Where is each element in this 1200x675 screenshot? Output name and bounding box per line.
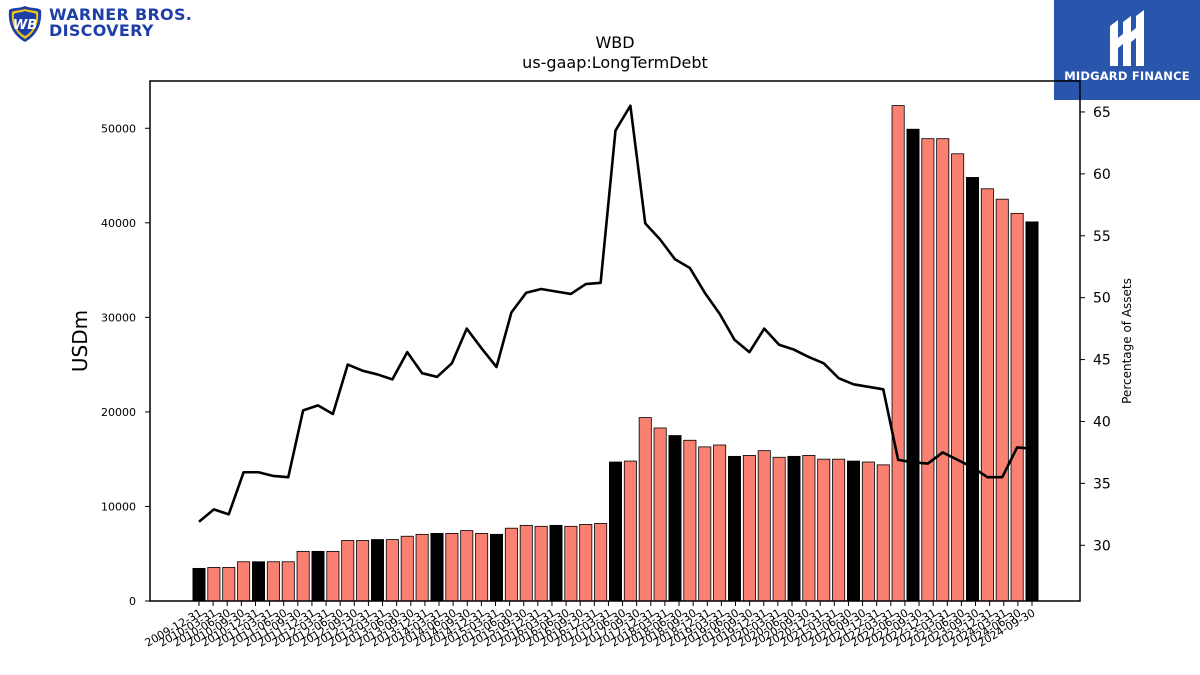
bar-52 xyxy=(966,177,980,602)
bar-9 xyxy=(326,550,340,602)
bar-20 xyxy=(489,533,503,602)
bar-18 xyxy=(460,530,474,602)
bar-16 xyxy=(430,533,444,602)
bar-7 xyxy=(296,550,310,602)
bars-layer xyxy=(192,105,1039,602)
bar-56 xyxy=(1025,221,1039,602)
axes-layer: 0 10000 20000 30000 40000 50000 30 35 40 45 50 55 60… xyxy=(101,80,1111,650)
bar-21 xyxy=(504,527,518,602)
y2-tick-label-7: 65 xyxy=(1093,105,1111,121)
bar-49 xyxy=(921,138,935,602)
bar-43 xyxy=(832,458,846,602)
y2-tick-label-6: 60 xyxy=(1093,167,1111,183)
company-name-line1: WARNER BROS. xyxy=(49,5,193,24)
bar-42 xyxy=(817,458,831,602)
midgard-finance-logo: MIDGARD FINANCE xyxy=(1054,0,1200,100)
y-tick-label-2: 20000 xyxy=(101,406,136,419)
y-axis-label: USDm xyxy=(68,310,92,372)
bar-2 xyxy=(222,567,236,602)
line-layer xyxy=(198,104,1033,523)
plot-frame xyxy=(149,80,1081,602)
bar-44 xyxy=(847,460,861,602)
bar-30 xyxy=(638,417,652,602)
bar-4 xyxy=(251,561,265,602)
company-name-line2: DISCOVERY xyxy=(49,21,154,40)
bar-48 xyxy=(906,128,920,602)
bar-6 xyxy=(281,561,295,602)
bar-31 xyxy=(653,427,667,602)
company-name: WARNER BROS. DISCOVERY xyxy=(49,7,192,39)
bar-8 xyxy=(311,550,325,602)
bar-38 xyxy=(757,450,771,602)
chart-subtitle: us-gaap:LongTermDebt xyxy=(522,53,708,72)
bar-24 xyxy=(549,524,563,602)
y2-tick-label-5: 55 xyxy=(1093,229,1111,245)
percentage-of-assets-line xyxy=(198,104,1033,523)
bar-0 xyxy=(192,567,206,602)
bar-34 xyxy=(698,446,712,602)
wb-shield-icon: WB xyxy=(8,6,42,42)
bar-28 xyxy=(609,461,623,602)
bar-23 xyxy=(534,525,548,602)
bar-39 xyxy=(772,456,786,602)
bar-10 xyxy=(341,540,355,602)
y-tick-label-4: 40000 xyxy=(101,217,136,230)
svg-text:WB: WB xyxy=(13,18,37,33)
bar-17 xyxy=(445,533,459,602)
y-tick-label-3: 30000 xyxy=(101,311,136,324)
bar-40 xyxy=(787,455,801,602)
chart-title: WBD xyxy=(595,33,634,52)
y2-axis-label: Percentage of Assets xyxy=(1120,278,1134,404)
bar-32 xyxy=(668,435,682,602)
bar-54 xyxy=(995,198,1009,602)
bar-55 xyxy=(1010,212,1024,602)
bar-25 xyxy=(564,525,578,602)
partner-name: MIDGARD FINANCE xyxy=(1064,69,1190,83)
bar-11 xyxy=(356,540,370,602)
y2-tick-label-0: 30 xyxy=(1093,538,1111,554)
y-tick-label-0: 0 xyxy=(129,595,136,608)
y-tick-label-1: 10000 xyxy=(101,500,136,513)
bar-5 xyxy=(266,561,280,602)
y-tick-label-5: 50000 xyxy=(101,122,136,135)
bar-36 xyxy=(728,455,742,602)
midgard-m-icon xyxy=(1110,10,1144,66)
bar-14 xyxy=(400,535,414,602)
bar-33 xyxy=(683,439,697,602)
bar-51 xyxy=(951,153,965,602)
bar-53 xyxy=(980,188,994,602)
bar-47 xyxy=(891,105,905,602)
bar-41 xyxy=(802,454,816,602)
bar-12 xyxy=(370,539,384,602)
bar-46 xyxy=(876,464,890,602)
bar-29 xyxy=(623,460,637,602)
bar-26 xyxy=(579,524,593,602)
warner-bros-discovery-logo: WB xyxy=(6,5,196,43)
bar-15 xyxy=(415,533,429,602)
y2-tick-label-3: 45 xyxy=(1093,353,1111,369)
bar-22 xyxy=(519,524,533,602)
bar-1 xyxy=(207,567,221,602)
bar-37 xyxy=(742,454,756,602)
bar-35 xyxy=(713,444,727,602)
y2-tick-label-1: 35 xyxy=(1093,476,1111,492)
bar-13 xyxy=(385,539,399,602)
y2-tick-label-4: 50 xyxy=(1093,291,1111,307)
bar-3 xyxy=(237,561,251,602)
y2-tick-label-2: 40 xyxy=(1093,414,1111,430)
bar-50 xyxy=(936,138,950,602)
bar-45 xyxy=(861,461,875,602)
bar-19 xyxy=(475,533,489,602)
bar-27 xyxy=(594,523,608,602)
